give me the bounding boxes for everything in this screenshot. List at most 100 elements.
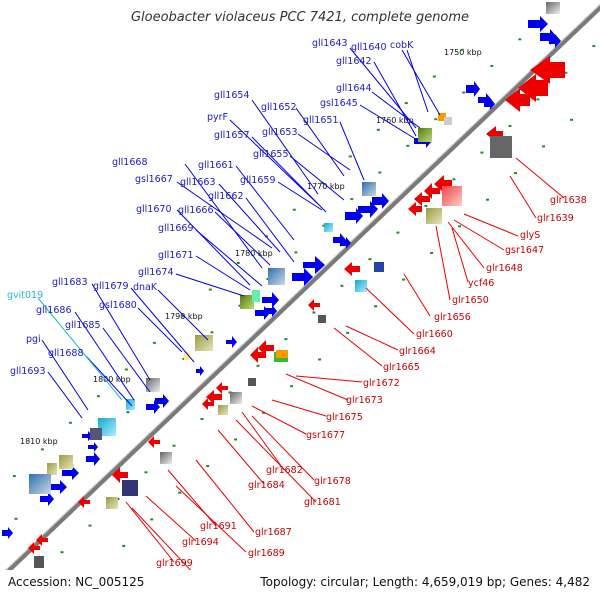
tick-dash	[88, 524, 92, 527]
gene-arrow	[358, 201, 378, 218]
tick-dash	[518, 38, 522, 41]
gene-label-pyrF: pyrF	[207, 112, 228, 123]
gene-label-gll1657: gll1657	[214, 130, 250, 141]
gene-arrow	[528, 16, 548, 32]
gene-label-glr1665: glr1665	[383, 362, 420, 373]
rna-leader-line	[37, 297, 123, 401]
gene-arrow	[434, 175, 452, 193]
gene-block	[362, 182, 376, 196]
gene-arrow	[466, 81, 480, 97]
tick-dash	[294, 251, 298, 254]
gene-arrow	[62, 466, 79, 480]
gene-label-gll1643: gll1643	[312, 38, 348, 49]
gene-label-glr1699: glr1699	[156, 558, 193, 569]
gene-label-gll1666: gll1666	[178, 205, 214, 216]
gene-label-gll1688: gll1688	[48, 348, 84, 359]
tick-dash	[208, 288, 212, 291]
gene-arrow	[196, 366, 204, 376]
tick-dash	[178, 491, 182, 494]
gene-block	[318, 315, 326, 323]
gene-label-gsl1645: gsl1645	[320, 98, 358, 109]
tick-dash	[378, 171, 382, 174]
genome-stats-label: Topology: circular; Length: 4,659,019 bp…	[260, 575, 590, 589]
gene-block	[490, 136, 512, 158]
gene-arrow	[226, 336, 237, 348]
reverse-leader-lines	[125, 157, 565, 570]
gene-arrow	[78, 496, 90, 508]
kbp-tick: 1760 kbp	[376, 116, 414, 125]
gene-label-glr1675: glr1675	[326, 412, 363, 423]
gene-block	[106, 497, 118, 509]
forward-leader-lines	[41, 47, 441, 419]
gene-label-glr1681: glr1681	[304, 497, 341, 508]
tick-dash	[490, 64, 494, 67]
genome-backbone-highlight	[4, 3, 600, 570]
gene-label-gsr1677: gsr1677	[306, 430, 345, 441]
tick-dash	[312, 311, 316, 314]
kbp-tick: 1750 kbp	[444, 48, 482, 57]
gene-label-ycf46: ycf46	[468, 278, 494, 289]
gene-arrow	[202, 398, 214, 410]
tick-dash	[322, 224, 326, 227]
tick-dash	[210, 331, 214, 334]
gene-arrow	[303, 256, 325, 274]
gene-block	[98, 418, 116, 436]
gene-arrow	[484, 98, 495, 110]
gene-arrow	[36, 534, 48, 546]
gene-label-glr1648: glr1648	[486, 263, 523, 274]
gene-arrow	[408, 202, 422, 216]
tick-dash	[318, 358, 322, 361]
gene-label-glr1684: glr1684	[248, 480, 285, 491]
gene-label-gll1659: gll1659	[240, 175, 276, 186]
gene-arrow	[206, 390, 222, 404]
tick-dash	[340, 284, 344, 287]
gene-label-gll1679: gll1679	[93, 281, 129, 292]
gene-label-gll1655: gll1655	[253, 149, 289, 160]
tick-dash	[144, 471, 148, 474]
tick-dash	[424, 204, 428, 207]
gene-block	[59, 455, 73, 469]
genome-backbone	[5, 3, 600, 570]
genome-map: 1750 kbp 1760 kbp 1770 kbp 1780 kbp 1790…	[2, 2, 600, 570]
tick-dash	[122, 545, 126, 547]
tick-dash	[124, 368, 128, 371]
gene-label-gvit019: gvit019	[7, 290, 43, 301]
gene-block	[444, 117, 452, 125]
gene-arrow	[549, 34, 561, 48]
gene-block	[268, 268, 285, 285]
gene-arrow	[518, 74, 548, 102]
tick-dash	[404, 102, 408, 105]
tick-dash	[486, 198, 489, 201]
gene-block	[47, 463, 57, 475]
gene-label-pgi: pgi	[26, 334, 41, 345]
gene-arrow	[112, 467, 128, 483]
tick-dash	[40, 448, 44, 451]
tick-dash	[346, 331, 350, 334]
gene-block	[29, 474, 51, 494]
gene-arrow	[414, 192, 430, 206]
gene-label-gll1661: gll1661	[198, 160, 234, 171]
tick-dash	[452, 178, 456, 181]
gene-label-gll1662: gll1662	[208, 191, 244, 202]
gene-label-gll1674: gll1674	[138, 267, 174, 278]
tick-dash	[430, 252, 434, 254]
gene-arrow	[148, 436, 160, 448]
reverse-gene-labels: glr1638 glr1639 glyS gsr1647 glr1648 ycf…	[156, 195, 587, 569]
tick-dash	[266, 278, 270, 280]
gene-block	[34, 556, 44, 568]
tick-dash	[570, 118, 573, 121]
tick-dash	[152, 341, 156, 344]
gene-arrow	[424, 183, 440, 199]
gene-block	[146, 378, 160, 392]
gene-label-gll1685: gll1685	[65, 320, 101, 331]
gene-arrow	[265, 305, 277, 317]
gene-label-gll1651: gll1651	[303, 115, 339, 126]
gene-arrow	[262, 292, 279, 308]
tick-dash	[150, 518, 154, 521]
gene-label-gll1640: gll1640	[351, 42, 387, 53]
kbp-tick: 1780 kbp	[235, 249, 273, 258]
gene-block	[418, 128, 432, 142]
forward-feature-blocks	[29, 2, 560, 494]
tick-dash	[234, 438, 238, 441]
reverse-feature-blocks	[34, 136, 512, 568]
